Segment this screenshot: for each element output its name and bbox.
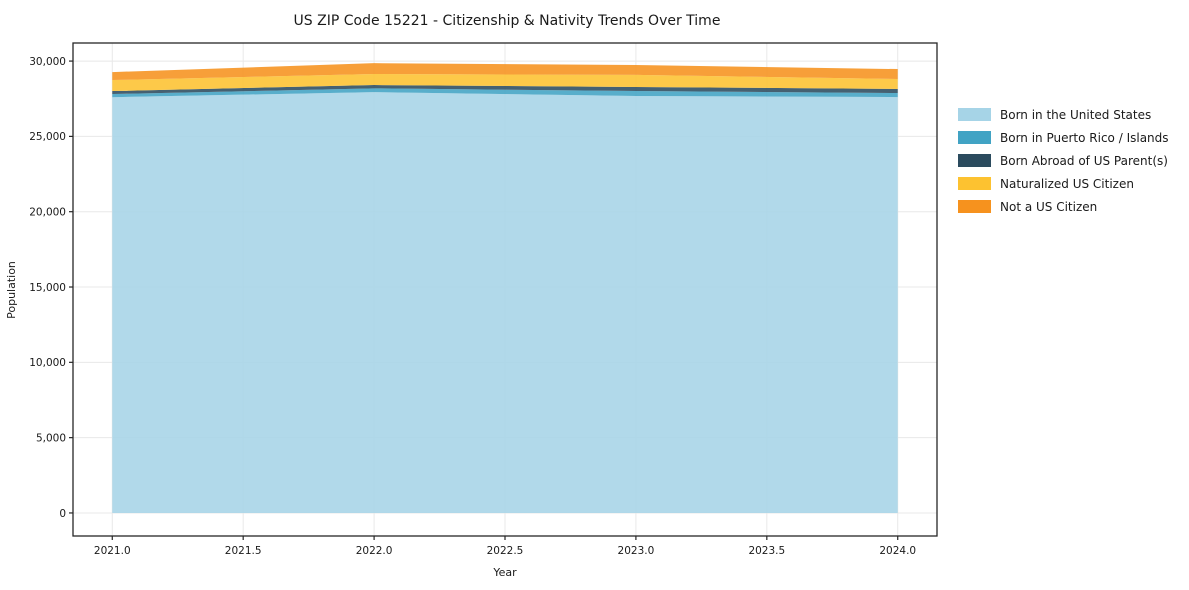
y-tick-label: 20,000 [29, 207, 66, 219]
y-tick-label: 5,000 [36, 432, 66, 444]
legend-label: Born Abroad of US Parent(s) [1000, 153, 1168, 168]
legend-swatch-naturalized-icon [958, 177, 991, 190]
y-tick-label: 15,000 [29, 282, 66, 294]
legend-item-born-abroad: Born Abroad of US Parent(s) [958, 149, 1169, 172]
x-tick-label: 2021.5 [225, 545, 262, 557]
x-tick-label: 2021.0 [94, 545, 131, 557]
x-tick-label: 2022.5 [487, 545, 524, 557]
y-tick-label: 30,000 [29, 56, 66, 68]
legend: Born in the United States Born in Puerto… [958, 103, 1169, 218]
plot-area: 2021.0 2021.5 2022.0 2022.5 2023.0 2023.5 2024… [29, 42, 938, 557]
legend-label: Born in the United States [1000, 107, 1152, 122]
y-axis-label: Population [5, 261, 18, 319]
legend-swatch-not-citizen-icon [958, 200, 991, 213]
legend-swatch-born-us-icon [958, 108, 991, 121]
x-tick-label: 2023.0 [618, 545, 655, 557]
legend-label: Born in Puerto Rico / Islands [1000, 130, 1169, 145]
legend-label: Naturalized US Citizen [1000, 176, 1134, 191]
x-tick-label: 2022.0 [356, 545, 393, 557]
y-tick-label: 0 [59, 508, 66, 520]
legend-swatch-born-abroad-icon [958, 154, 991, 167]
legend-label: Not a US Citizen [1000, 199, 1098, 214]
y-tick-label: 10,000 [29, 357, 66, 369]
chart-title: US ZIP Code 15221 - Citizenship & Nativi… [294, 13, 721, 29]
legend-item-not-citizen: Not a US Citizen [958, 195, 1169, 218]
legend-item-naturalized: Naturalized US Citizen [958, 172, 1169, 195]
legend-item-born-us: Born in the United States [958, 103, 1169, 126]
x-tick-label: 2023.5 [748, 545, 785, 557]
x-axis-label: Year [492, 566, 517, 579]
legend-swatch-born-pr-icon [958, 131, 991, 144]
legend-item-born-pr: Born in Puerto Rico / Islands [958, 126, 1169, 149]
y-tick-label: 25,000 [29, 131, 66, 143]
x-tick-label: 2024.0 [879, 545, 916, 557]
